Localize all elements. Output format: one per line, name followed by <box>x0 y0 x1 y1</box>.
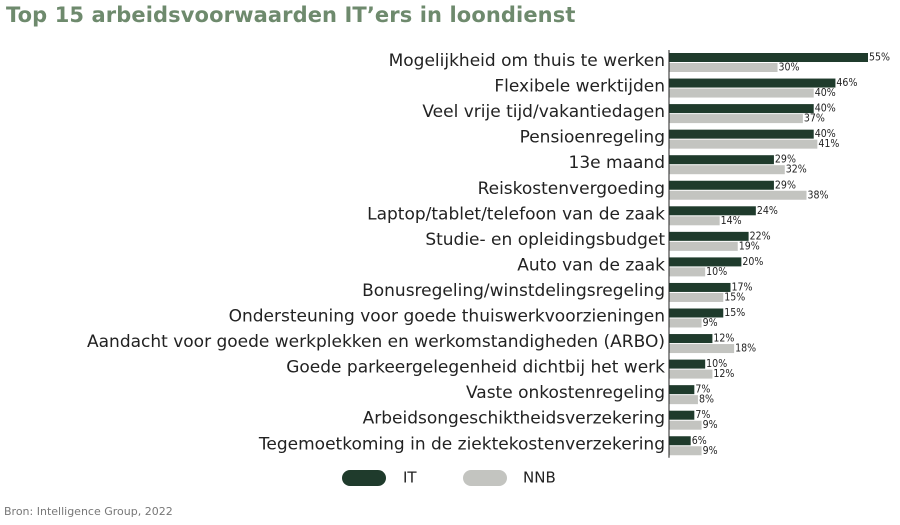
legend-label-nnb: NNB <box>523 469 556 487</box>
category-label: Laptop/tablet/telefoon van de zaak <box>367 204 665 224</box>
data-label-it: 7% <box>695 409 710 421</box>
data-label-nnb: 18% <box>735 343 756 355</box>
data-label-it: 10% <box>706 358 727 370</box>
data-label-nnb: 15% <box>724 291 745 303</box>
bar-it <box>669 359 706 369</box>
category-label: Studie- en opleidingsbudget <box>425 230 665 250</box>
data-label-nnb: 10% <box>706 266 727 278</box>
bar-it <box>669 129 814 139</box>
data-label-nnb: 40% <box>815 87 836 99</box>
source-note: Bron: Intelligence Group, 2022 <box>4 505 173 518</box>
bar-nnb <box>669 318 702 328</box>
category-label: Tegemoetkoming in de ziektekostenverzeke… <box>258 434 665 454</box>
category-label: Auto van de zaak <box>517 255 665 275</box>
category-label: Pensioenregeling <box>520 128 665 148</box>
bar-nnb <box>669 395 698 405</box>
data-label-it: 40% <box>815 128 836 140</box>
data-label-nnb: 41% <box>818 138 839 150</box>
category-label: 13e maand <box>569 153 665 173</box>
category-label: Flexibele werktijden <box>494 77 665 97</box>
bar-it <box>669 155 774 165</box>
category-label: Arbeidsongeschiktheidsverzekering <box>363 409 665 429</box>
data-label-nnb: 14% <box>721 215 742 227</box>
category-label: Veel vrije tijd/vakantiedagen <box>422 102 665 122</box>
data-label-it: 12% <box>713 333 734 345</box>
data-label-it: 22% <box>750 230 771 242</box>
legend-swatch-nnb <box>463 470 507 486</box>
legend-label-it: IT <box>403 469 417 487</box>
category-label: Mogelijkheid om thuis te werken <box>389 51 665 71</box>
data-label-nnb: 30% <box>779 62 800 74</box>
category-label: Goede parkeergelegenheid dichtbij het we… <box>286 358 665 378</box>
bar-it <box>669 410 695 420</box>
category-label: Reiskostenvergoeding <box>478 179 665 199</box>
data-label-nnb: 8% <box>699 394 714 406</box>
data-label-it: 55% <box>869 52 890 64</box>
bar-it <box>669 206 756 216</box>
data-label-it: 29% <box>775 154 796 166</box>
bar-nnb <box>669 369 713 379</box>
bar-nnb <box>669 344 735 354</box>
data-label-it: 20% <box>742 256 763 268</box>
data-label-nnb: 9% <box>703 317 718 329</box>
bar-nnb <box>669 446 702 456</box>
data-label-nnb: 37% <box>804 113 825 125</box>
bar-nnb <box>669 139 818 149</box>
category-label: Aandacht voor goede werkplekken en werko… <box>87 332 665 352</box>
chart-title: Top 15 arbeidsvoorwaarden IT’ers in loon… <box>6 3 576 27</box>
data-label-nnb: 38% <box>807 189 828 201</box>
bar-it <box>669 308 724 318</box>
data-label-nnb: 32% <box>786 164 807 176</box>
bar-nnb <box>669 165 785 175</box>
data-label-it: 29% <box>775 179 796 191</box>
category-label: Ondersteuning voor goede thuiswerkvoorzi… <box>229 307 665 327</box>
data-label-it: 24% <box>757 205 778 217</box>
bar-it <box>669 104 814 114</box>
data-label-nnb: 9% <box>703 445 718 457</box>
data-label-it: 46% <box>836 77 857 89</box>
data-label-it: 7% <box>695 384 710 396</box>
bar-it <box>669 282 731 292</box>
category-label: Bonusregeling/winstdelingsregeling <box>362 281 665 301</box>
bar-it <box>669 53 868 62</box>
bar-nnb <box>669 114 803 124</box>
bar-nnb <box>669 420 702 430</box>
bar-it <box>669 257 742 267</box>
data-label-nnb: 9% <box>703 419 718 431</box>
bar-nnb <box>669 88 814 98</box>
bar-nnb <box>669 267 706 277</box>
bar-it <box>669 231 749 241</box>
category-label: Vaste onkostenregeling <box>466 383 665 403</box>
data-label-it: 40% <box>815 103 836 115</box>
bar-nnb <box>669 292 724 302</box>
data-label-it: 6% <box>692 435 707 447</box>
data-label-it: 15% <box>724 307 745 319</box>
bar-nnb <box>669 190 807 200</box>
data-label-nnb: 19% <box>739 240 760 252</box>
bar-nnb <box>669 63 778 72</box>
bar-it <box>669 436 691 446</box>
bar-it <box>669 180 774 190</box>
legend-swatch-it <box>342 470 386 486</box>
bar-it <box>669 78 836 88</box>
bar-nnb <box>669 216 720 226</box>
data-label-nnb: 12% <box>713 368 734 380</box>
bar-nnb <box>669 241 738 251</box>
bar-it <box>669 334 713 344</box>
bar-it <box>669 385 695 395</box>
data-label-it: 17% <box>732 281 753 293</box>
